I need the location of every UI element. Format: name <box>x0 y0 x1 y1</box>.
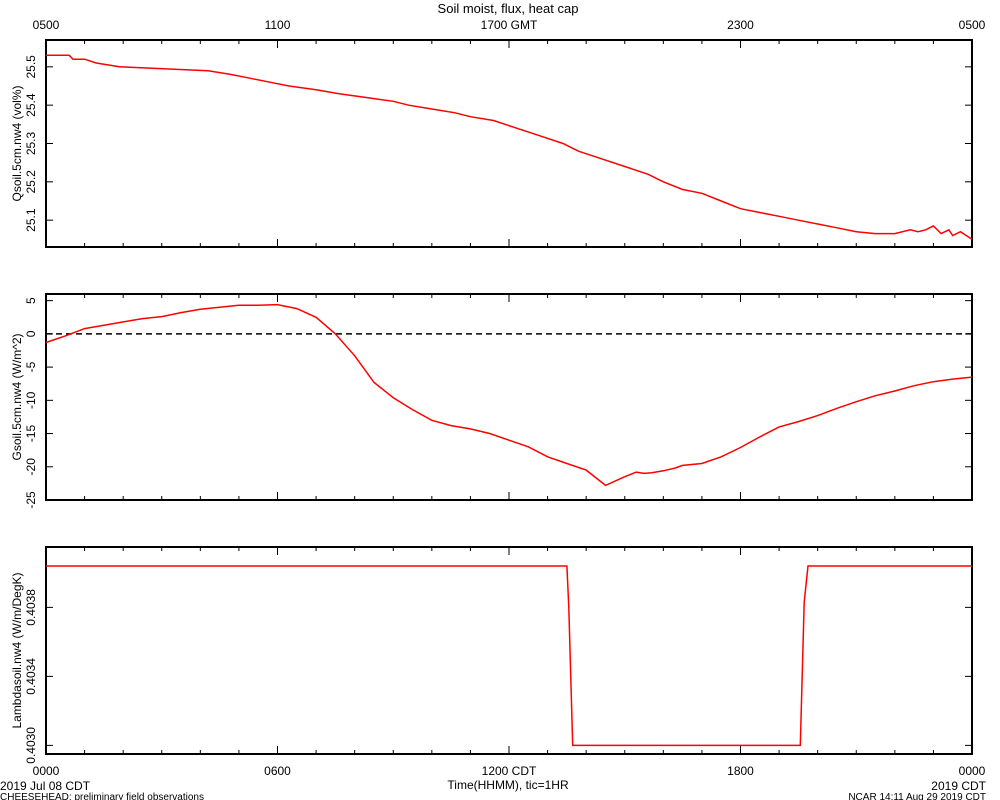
y-tick-label: 0.4034 <box>24 658 38 695</box>
soil-heat-flux-panel: 5 0 -5 -10 -15 -20 -25 Gsoil.5cm.nw4 (W/m^2) <box>10 293 973 509</box>
y-tick-label: -10 <box>24 391 38 409</box>
bottom-tick-label: 1800 <box>727 764 754 778</box>
y-tick-label: 25.1 <box>24 208 38 232</box>
date-label: 2019 Jul 08 CDT <box>0 779 91 793</box>
bottom-tick-label: 0000 <box>959 764 986 778</box>
bottom-tick-label: 0000 <box>33 764 60 778</box>
top-tick-label: 0500 <box>959 18 986 32</box>
plot-frame <box>45 293 973 501</box>
top-tick-label: 0500 <box>33 18 60 32</box>
plot-frame <box>45 546 973 755</box>
y-tick-label: 0.4038 <box>24 589 38 626</box>
bottom-time-axis: 0000 0600 1200 CDT 1800 0000 <box>33 764 986 778</box>
credit-label: NCAR 14:11 Aug 29 2019 CDT <box>848 792 986 800</box>
y-axis-label: Gsoil.5cm.nw4 (W/m^2) <box>10 334 24 461</box>
top-tick-label: 1700 GMT <box>481 18 538 32</box>
bottom-tick-label: 1200 CDT <box>482 764 537 778</box>
y-tick-label: -5 <box>24 361 38 372</box>
bottom-tick-label: 0600 <box>264 764 291 778</box>
series-line <box>46 54 973 240</box>
series-line <box>46 565 972 747</box>
plot-frame <box>45 39 973 248</box>
y-axis-label: Lambdasoil.nw4 (W/m/DegK) <box>10 572 24 728</box>
y-tick-label: 25.5 <box>24 55 38 79</box>
y-tick-label: 5 <box>24 297 38 304</box>
y-axis-label: Qsoil.5cm.nw4 (vol%) <box>10 85 24 201</box>
y-tick-label: 25.2 <box>24 170 38 194</box>
end-date-label: 2019 CDT <box>931 779 986 793</box>
y-tick-label: -20 <box>24 458 38 476</box>
y-tick-label: 25.4 <box>24 93 38 117</box>
y-tick-label: 0 <box>24 330 38 337</box>
top-time-axis: 0500 1100 1700 GMT 2300 0500 <box>33 18 986 32</box>
y-tick-label: -15 <box>24 425 38 443</box>
x-axis-label: Time(HHMM), tic=1HR <box>447 778 569 792</box>
project-label: CHEESEHEAD: preliminary field observatio… <box>0 792 204 800</box>
y-tick-label: 25.3 <box>24 131 38 155</box>
top-tick-label: 1100 <box>265 18 291 32</box>
top-tick-label: 2300 <box>727 18 754 32</box>
y-tick-label: -25 <box>24 491 38 509</box>
series-line <box>45 303 973 487</box>
y-tick-label: 0.4030 <box>24 727 38 764</box>
chart-title: Soil moist, flux, heat cap <box>438 1 579 16</box>
